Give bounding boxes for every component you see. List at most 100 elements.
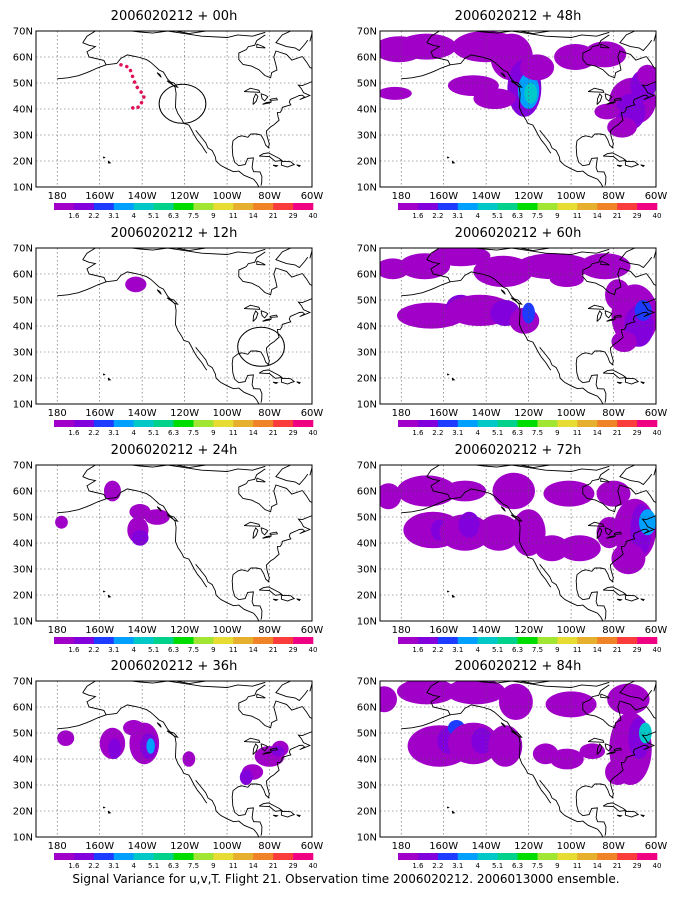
- variance-contour: [477, 514, 521, 551]
- colorbar-label: 3.1: [108, 429, 119, 437]
- colorbar-label: 1.6: [68, 862, 80, 870]
- colorbar-label: 2.2: [88, 862, 99, 870]
- longitude-label: 180: [48, 408, 67, 419]
- map-panel: 2006020212 + 72h 70N 60N 50N 40N 30N 20N 10N 180…: [357, 443, 668, 654]
- coastline: [619, 465, 653, 486]
- variance-contour: [611, 543, 646, 575]
- colorbar-label: 3.1: [108, 212, 119, 220]
- coastline: [57, 281, 107, 297]
- colorbar-segment: [253, 420, 274, 427]
- coastline: [640, 381, 645, 385]
- latitude-label: 10N: [357, 183, 377, 194]
- colorbar-segment: [173, 637, 194, 644]
- variance-contour: [55, 515, 68, 529]
- coastline: [296, 598, 301, 602]
- coastline: [640, 814, 645, 818]
- colorbar-segment: [173, 853, 194, 860]
- coastline: [510, 297, 523, 305]
- colorbar-label: 5.1: [148, 429, 159, 437]
- coastline: [313, 296, 327, 309]
- colorbar-label: 11: [573, 212, 582, 220]
- colorbar-label: 4: [475, 862, 480, 870]
- longitude-label: 180: [392, 625, 411, 636]
- longitude-label: 160W: [429, 191, 458, 202]
- colorbar-label: 40: [309, 862, 318, 870]
- colorbar-label: 29: [633, 212, 642, 220]
- latitude-label: 50N: [13, 513, 33, 524]
- latitude-label: 20N: [13, 157, 33, 168]
- colorbar-segment: [93, 203, 115, 210]
- colorbar-label: 40: [653, 212, 662, 220]
- longitude-label: 100W: [213, 625, 242, 636]
- colorbar-label: 21: [269, 212, 278, 220]
- colorbar-label: 6.3: [512, 862, 523, 870]
- coastline: [613, 314, 623, 318]
- variance-contour: [396, 33, 457, 60]
- colorbar-label: 3.1: [108, 862, 119, 870]
- colorbar-segment: [557, 637, 578, 644]
- longitude-label: 140W: [128, 408, 157, 419]
- coastline: [102, 156, 106, 159]
- variance-contour: [579, 253, 631, 280]
- colorbar-label: 1.6: [412, 212, 424, 220]
- colorbar-label: 9: [555, 429, 559, 437]
- colorbar-label: 29: [633, 646, 642, 654]
- longitude-label: 60W: [301, 841, 324, 852]
- colorbar-segment: [537, 637, 558, 644]
- coastline: [582, 34, 647, 79]
- colorbar-label: 5.1: [492, 429, 503, 437]
- colorbar-label: 40: [653, 429, 662, 437]
- latitude-label: 40N: [357, 105, 377, 116]
- colorbar-label: 21: [613, 212, 622, 220]
- coastline: [619, 681, 653, 702]
- coastline: [258, 586, 284, 596]
- coastline: [275, 248, 309, 269]
- colorbar-label: 4: [131, 646, 136, 654]
- variance-contour: [396, 475, 457, 507]
- longitude-label: 80W: [602, 841, 625, 852]
- colorbar-segment: [557, 853, 578, 860]
- coastline: [102, 806, 106, 809]
- colorbar-label: 4: [131, 862, 136, 870]
- colorbar-segment: [293, 637, 314, 644]
- coastline: [313, 513, 327, 526]
- colorbar-segment: [153, 420, 174, 427]
- colorbar-label: 2.2: [432, 429, 443, 437]
- latitude-label: 10N: [357, 617, 377, 628]
- coastline: [596, 93, 603, 105]
- latitude-label: 20N: [357, 807, 377, 818]
- coastline: [275, 465, 309, 486]
- longitude-label: 180: [48, 625, 67, 636]
- coastline: [596, 310, 603, 322]
- map-panel: 2006020212 + 48h 70N 60N 50N 40N 30N 20N 10N 180…: [357, 9, 668, 220]
- map-frame: [379, 464, 657, 622]
- colorbar-segment: [273, 637, 294, 644]
- coastline: [258, 802, 284, 812]
- colorbar-label: 1.6: [68, 429, 80, 437]
- coastline: [604, 310, 613, 319]
- latitude-label: 70N: [357, 461, 377, 472]
- latitude-label: 30N: [357, 131, 377, 142]
- variance-contour: [131, 530, 149, 546]
- map-frame: [35, 30, 313, 188]
- variance-contour: [57, 730, 75, 746]
- colorbar-label: 7.5: [188, 429, 199, 437]
- longitude-label: 80W: [602, 408, 625, 419]
- coastline: [82, 31, 266, 43]
- coastline: [616, 164, 623, 168]
- colorbar-label: 14: [249, 646, 258, 654]
- colorbar-segment: [73, 637, 95, 644]
- colorbar-label: 14: [593, 429, 602, 437]
- colorbar-segment: [54, 420, 75, 427]
- longitude-label: 100W: [213, 408, 242, 419]
- longitude-label: 140W: [472, 408, 501, 419]
- colorbar-segment: [437, 853, 459, 860]
- colorbar-segment: [193, 853, 214, 860]
- longitude-label: 120W: [514, 841, 543, 852]
- longitude-label: 120W: [170, 841, 199, 852]
- coastline: [82, 465, 266, 477]
- colorbar-segment: [213, 853, 234, 860]
- coastline: [166, 514, 179, 522]
- colorbar-segment: [477, 420, 498, 427]
- colorbar-segment: [417, 853, 439, 860]
